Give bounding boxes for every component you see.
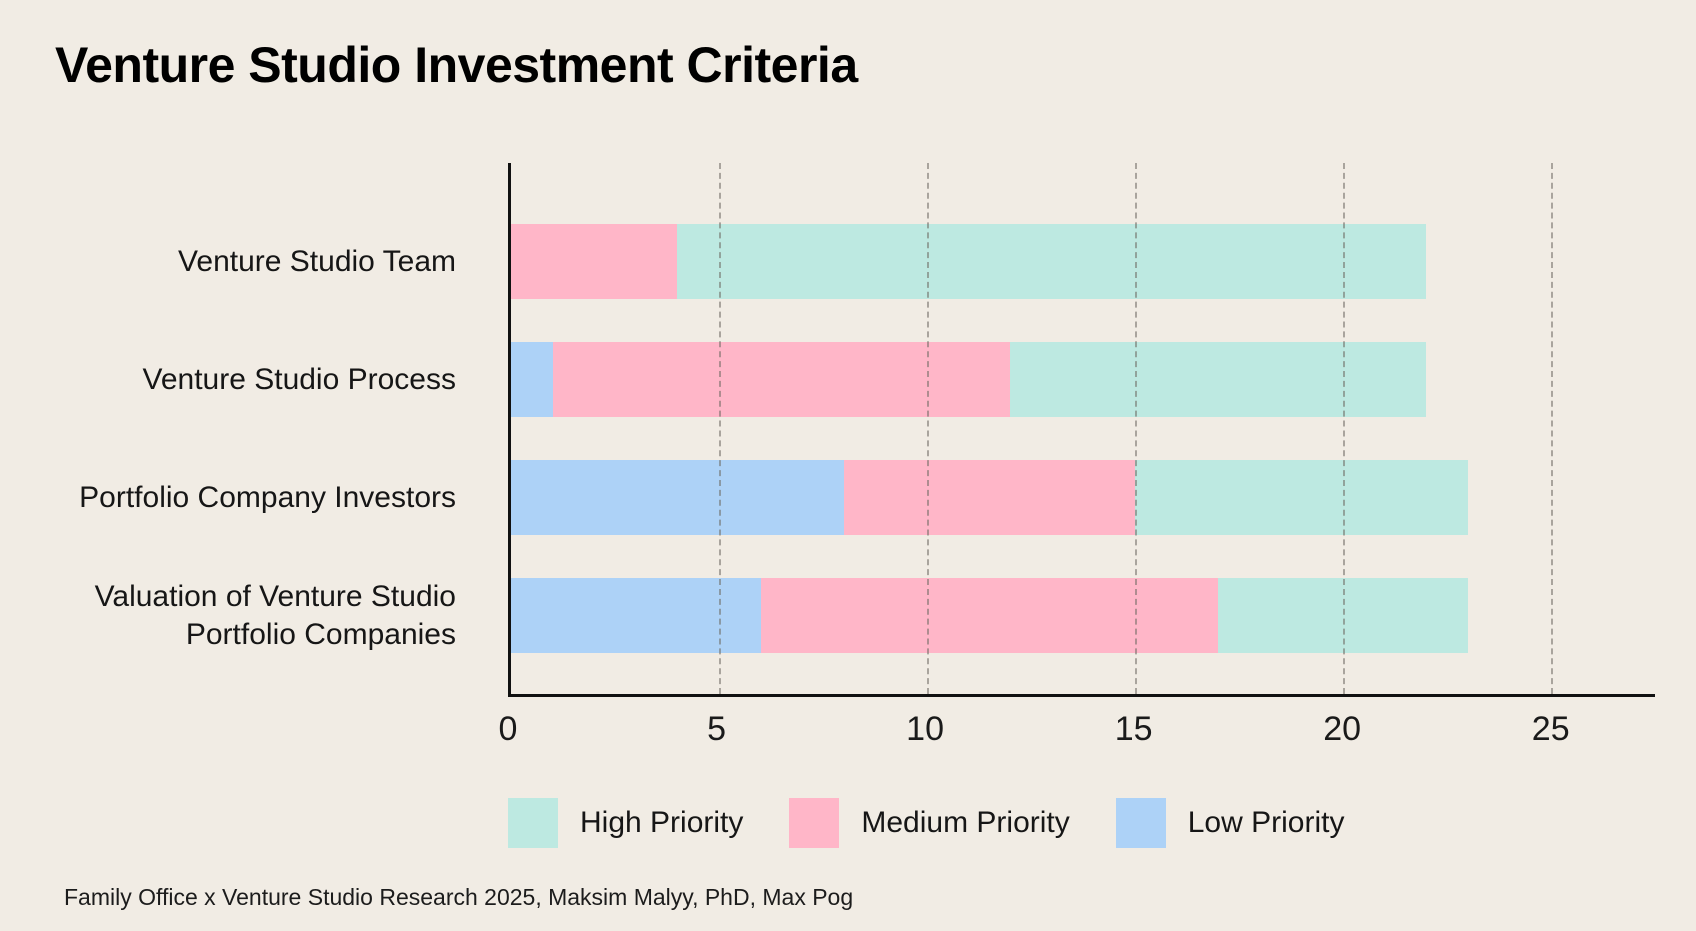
category-label: Valuation of Venture Studio Portfolio Co… — [94, 579, 456, 651]
bar-segment-high-priority[interactable] — [1218, 578, 1468, 653]
x-tick-label-15: 15 — [1114, 710, 1153, 748]
bar-segment-medium-priority[interactable] — [511, 224, 678, 299]
bar-row — [511, 342, 1655, 417]
category-axis: Venture Studio Team Venture Studio Proces… — [0, 163, 482, 697]
category-label: Venture Studio Team — [178, 244, 456, 278]
bar-row — [511, 578, 1655, 653]
legend-item-low-priority[interactable]: Low Priority — [1115, 798, 1345, 848]
legend: High Priority Medium Priority Low Priority — [508, 798, 1390, 848]
legend-swatch-low-priority — [1115, 798, 1166, 848]
legend-label: High Priority — [580, 806, 744, 839]
legend-label: Medium Priority — [861, 806, 1070, 839]
x-tick-label-10: 10 — [906, 710, 944, 748]
bar-segment-high-priority[interactable] — [1134, 460, 1468, 535]
bar-segment-high-priority[interactable] — [677, 224, 1427, 299]
x-tick-label-5: 5 — [707, 710, 726, 748]
chart-title: Venture Studio Investment Criteria — [55, 37, 858, 93]
legend-label: Low Priority — [1187, 806, 1345, 839]
legend-swatch-high-priority — [508, 798, 558, 848]
bar-row — [511, 460, 1655, 535]
bar-segment-low-priority[interactable] — [511, 578, 761, 653]
value-axis: 0 5 10 15 20 25 — [499, 710, 1655, 770]
legend-item-medium-priority[interactable]: Medium Priority — [789, 798, 1070, 848]
x-tick-label-0: 0 — [498, 710, 518, 748]
x-tick-label-25: 25 — [1531, 710, 1570, 748]
bar-row — [511, 224, 1655, 299]
x-tick-label-20: 20 — [1323, 710, 1362, 748]
plot-area — [508, 163, 1655, 697]
category-label: Portfolio Company Investors — [79, 480, 456, 514]
bar-segment-medium-priority[interactable] — [760, 578, 1219, 653]
bar-segment-high-priority[interactable] — [1010, 342, 1427, 417]
legend-swatch-medium-priority — [789, 798, 840, 848]
legend-item-high-priority[interactable]: High Priority — [508, 798, 743, 848]
bar-segment-medium-priority[interactable] — [552, 342, 1011, 417]
bar-segment-medium-priority[interactable] — [843, 460, 1135, 535]
source-attribution: Family Office x Venture Studio Research … — [64, 884, 854, 910]
bar-segment-low-priority[interactable] — [511, 460, 844, 535]
bar-segment-low-priority[interactable] — [511, 342, 553, 417]
category-label: Venture Studio Process — [142, 362, 456, 396]
